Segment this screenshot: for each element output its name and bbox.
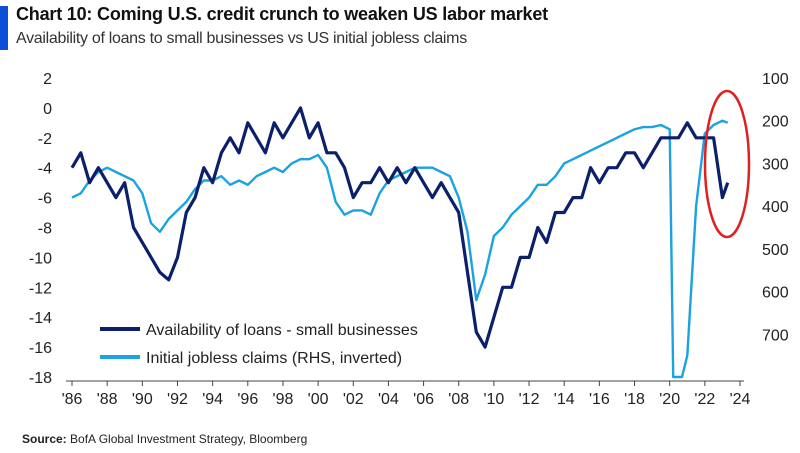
right-tick-label: 200 bbox=[762, 114, 789, 131]
left-tick-label: 0 bbox=[43, 101, 52, 118]
x-axis: '86 '88 '90 '92 '94 '96 '98 '00 '02 '04 '06 '08 '10 '… bbox=[62, 381, 751, 408]
left-tick-label: -6 bbox=[38, 191, 52, 208]
x-tick-label: '88 bbox=[97, 391, 118, 408]
chart-title: Chart 10: Coming U.S. credit crunch to w… bbox=[16, 4, 548, 24]
source-text: BofA Global Investment Strategy, Bloombe… bbox=[70, 432, 308, 446]
x-tick-label: '12 bbox=[519, 391, 540, 408]
source-note: Source: BofA Global Investment Strategy,… bbox=[22, 432, 307, 446]
x-tick-label: '92 bbox=[167, 391, 188, 408]
x-tick-label: '10 bbox=[483, 391, 504, 408]
x-tick-label: '04 bbox=[378, 391, 399, 408]
legend-label-claims: Initial jobless claims (RHS, inverted) bbox=[146, 350, 402, 367]
left-tick-label: -16 bbox=[29, 340, 52, 357]
left-tick-label: -18 bbox=[29, 370, 52, 387]
right-axis: 100 200 300 400 500 600 700 bbox=[762, 71, 789, 344]
series-line-loans bbox=[70, 106, 730, 349]
right-tick-label: 600 bbox=[762, 285, 789, 302]
highlight-circle bbox=[703, 89, 751, 239]
series-line-claims bbox=[71, 119, 729, 379]
x-tick-label: '08 bbox=[448, 391, 469, 408]
x-tick-label: '86 bbox=[62, 391, 83, 408]
x-tick-label: '16 bbox=[589, 391, 610, 408]
source-label: Source: bbox=[22, 432, 67, 446]
x-tick-label: '24 bbox=[730, 391, 751, 408]
x-tick-label: '14 bbox=[554, 391, 575, 408]
x-tick-label: '18 bbox=[624, 391, 645, 408]
right-tick-label: 400 bbox=[762, 199, 789, 216]
legend: Availability of loans - small businesses… bbox=[100, 322, 418, 367]
x-tick-label: '00 bbox=[308, 391, 329, 408]
x-tick-label: '96 bbox=[237, 391, 258, 408]
left-tick-label: -10 bbox=[29, 250, 52, 267]
left-tick-label: -12 bbox=[29, 280, 52, 297]
left-tick-label: -8 bbox=[38, 221, 52, 238]
chart-subtitle: Availability of loans to small businesse… bbox=[16, 30, 467, 47]
x-tick-label: '20 bbox=[659, 391, 680, 408]
left-axis: 2 0 -2 -4 -6 -8 -10 -12 -14 -16 -18 bbox=[29, 71, 52, 387]
left-tick-label: -14 bbox=[29, 310, 52, 327]
right-tick-label: 100 bbox=[762, 71, 789, 88]
right-tick-label: 500 bbox=[762, 242, 789, 259]
x-tick-label: '98 bbox=[273, 391, 294, 408]
title-accent-bar bbox=[0, 6, 8, 50]
left-tick-label: -2 bbox=[38, 131, 52, 148]
x-tick-label: '94 bbox=[202, 391, 223, 408]
x-tick-label: '90 bbox=[132, 391, 153, 408]
x-tick-label: '06 bbox=[413, 391, 434, 408]
series-group bbox=[70, 106, 730, 379]
right-tick-label: 700 bbox=[762, 327, 789, 344]
x-tick-label: '02 bbox=[343, 391, 364, 408]
left-tick-label: 2 bbox=[43, 71, 52, 88]
legend-label-loans: Availability of loans - small businesses bbox=[146, 322, 418, 339]
left-tick-label: -4 bbox=[38, 161, 52, 178]
x-tick-label: '22 bbox=[694, 391, 715, 408]
right-tick-label: 300 bbox=[762, 156, 789, 173]
